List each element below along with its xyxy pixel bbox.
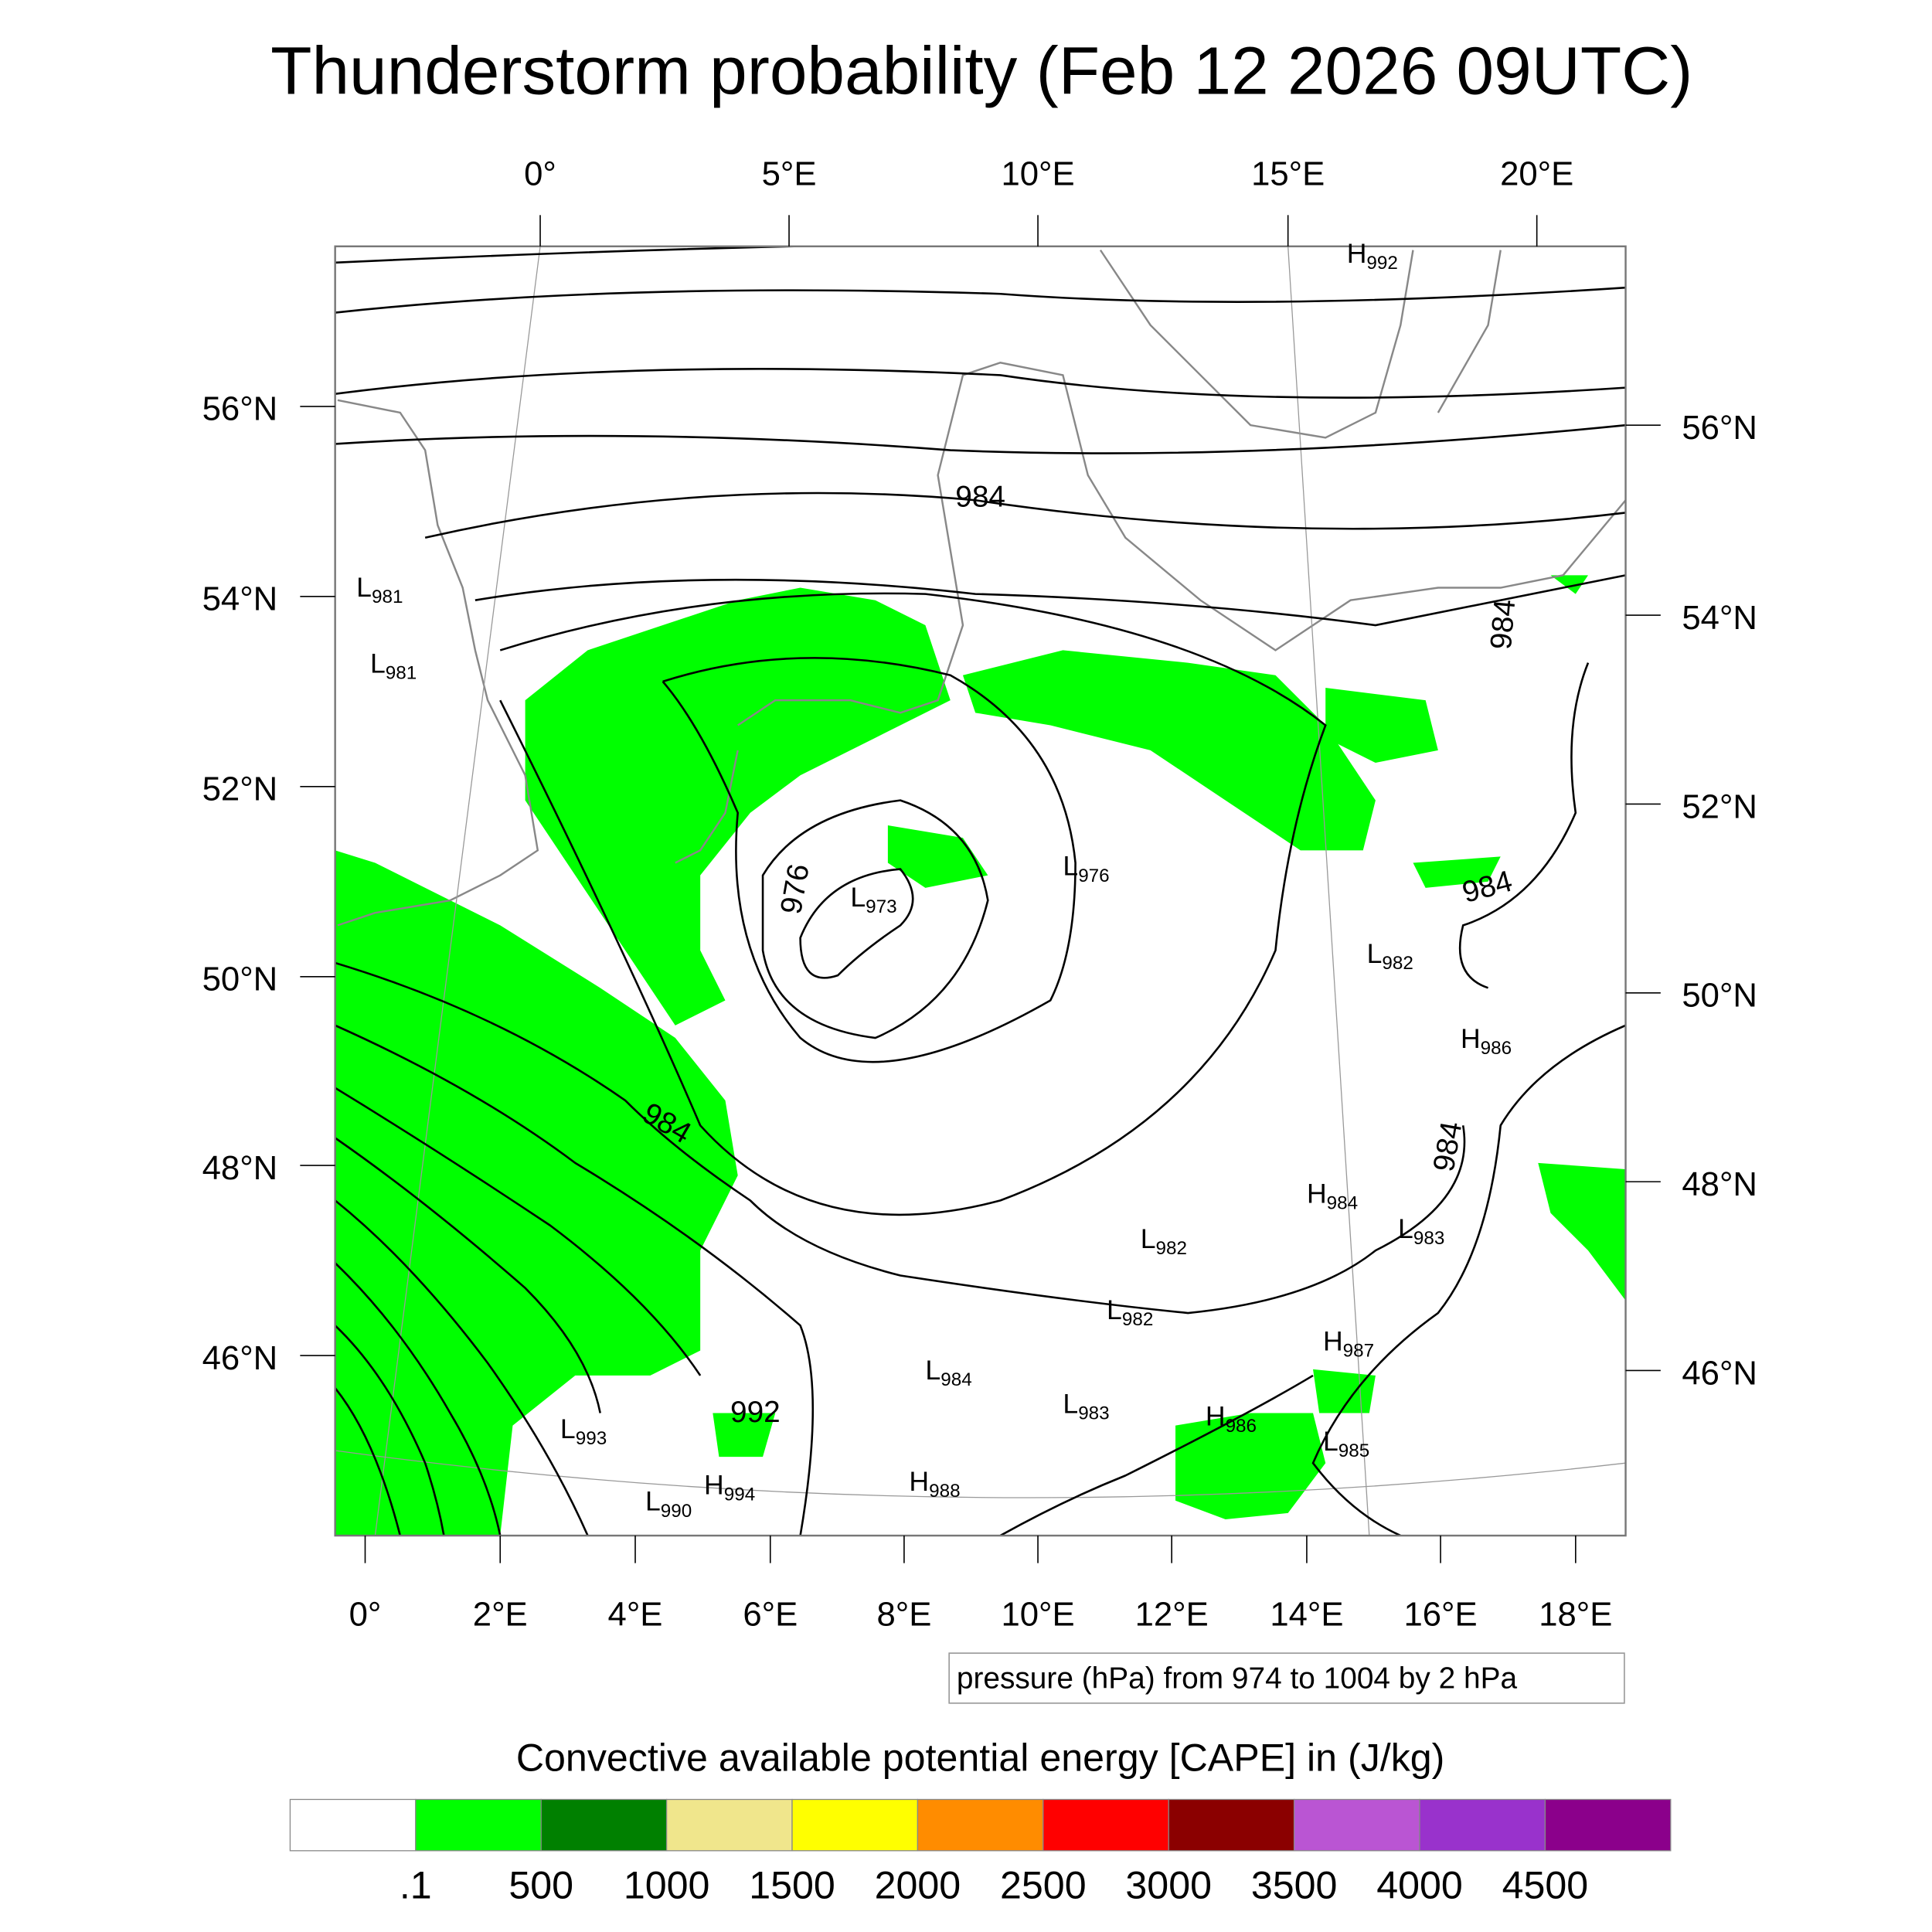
figure-title: Thunderstorm probability (Feb 12 2026 09… [270, 32, 1692, 108]
lon-label: 0° [349, 1596, 382, 1634]
colorbar-swatch [917, 1798, 1044, 1852]
bottom-longitude-labels: 0° 2°E 4°E 6°E 8°E 10°E 12°E 14°E 16°E 1… [349, 1596, 1613, 1634]
colorbar-swatch [791, 1798, 919, 1852]
lat-label: 48°N [202, 1149, 278, 1187]
colorbar-swatch [665, 1798, 793, 1852]
lat-label: 46°N [1682, 1354, 1757, 1392]
lat-label: 50°N [1682, 977, 1757, 1015]
contour-label: 984 [1427, 1119, 1469, 1174]
colorbar-label: 1000 [624, 1863, 710, 1906]
pressure-center: L984 [925, 1355, 971, 1390]
colorbar-label: 3500 [1251, 1863, 1338, 1906]
axis-labels [539, 215, 1538, 247]
lon-label: 16°E [1403, 1596, 1477, 1634]
lat-label: 54°N [1682, 599, 1757, 637]
lon-label: 0° [524, 155, 556, 192]
left-latitude-labels: 56°N 54°N 52°N 50°N 48°N 46°N [202, 390, 278, 1377]
lon-label: 10°E [1001, 155, 1074, 192]
pressure-center: L981 [370, 648, 417, 684]
pressure-center: H992 [1347, 238, 1398, 274]
pressure-center: H987 [1323, 1326, 1374, 1362]
colorbar: Convective available potential energy [C… [289, 1736, 1672, 1906]
pressure-center: L985 [1323, 1426, 1369, 1461]
pressure-center: L981 [356, 572, 403, 607]
tick-marks [300, 406, 1661, 1563]
colorbar-title: Convective available potential energy [C… [516, 1736, 1445, 1779]
colorbar-swatch [1293, 1798, 1420, 1852]
pressure-center: L983 [1398, 1213, 1444, 1249]
graticule [335, 246, 1626, 1536]
lon-label: 10°E [1001, 1596, 1074, 1634]
contour-label: 992 [730, 1396, 781, 1429]
lon-label: 4°E [608, 1596, 663, 1634]
lon-label: 6°E [743, 1596, 798, 1634]
lon-label: 8°E [876, 1596, 931, 1634]
contour-label: 984 [1485, 598, 1522, 651]
top-longitude-labels: 0° 5°E 10°E 15°E 20°E [524, 155, 1573, 192]
lon-label: 5°E [762, 155, 817, 192]
pressure-center: H986 [1461, 1023, 1512, 1059]
lon-label: 14°E [1270, 1596, 1343, 1634]
pressure-center: H994 [704, 1470, 755, 1505]
pressure-center: L976 [1063, 851, 1109, 886]
pressure-center: L982 [1367, 938, 1413, 974]
map-frame [334, 245, 1627, 1537]
colorbar-label: 1500 [749, 1863, 835, 1906]
colorbar-swatch [1168, 1798, 1295, 1852]
colorbar-swatch [1544, 1798, 1672, 1852]
colorbar-swatch [415, 1798, 542, 1852]
contour-legend: pressure (hPa) from 974 to 1004 by 2 hPa [948, 1652, 1625, 1704]
colorbar-label: 4000 [1376, 1863, 1463, 1906]
pressure-center: H988 [909, 1466, 960, 1502]
lon-label: 20°E [1500, 155, 1573, 192]
lat-label: 46°N [202, 1339, 278, 1377]
contour-legend-text: pressure (hPa) from 974 to 1004 by 2 hPa [957, 1662, 1518, 1695]
colorbar-label: 2000 [875, 1863, 961, 1906]
map-panel: H992 L981 L981 L976 L973 L982 H986 H984 … [334, 238, 1627, 1537]
contour-label: 976 [774, 862, 816, 917]
right-latitude-labels: 56°N 54°N 52°N 50°N 48°N 46°N [1682, 409, 1757, 1392]
colorbar-swatch [540, 1798, 668, 1852]
pressure-center: L982 [1107, 1294, 1153, 1330]
colorbar-label: 3000 [1125, 1863, 1212, 1906]
lon-label: 15°E [1251, 155, 1325, 192]
colorbar-swatch [1419, 1798, 1546, 1852]
colorbar-label: .1 [400, 1863, 432, 1906]
lat-label: 48°N [1682, 1165, 1757, 1203]
colorbar-label: 4500 [1502, 1863, 1589, 1906]
lon-label: 12°E [1135, 1596, 1209, 1634]
pressure-center: L993 [560, 1413, 607, 1449]
pressure-center: L990 [645, 1486, 692, 1522]
colorbar-swatch [289, 1798, 417, 1852]
pressure-center: L982 [1141, 1223, 1187, 1259]
pressure-center: H984 [1307, 1179, 1358, 1214]
lat-label: 56°N [1682, 409, 1757, 447]
lat-label: 52°N [1682, 787, 1757, 825]
colorbar-label: 500 [509, 1863, 573, 1906]
lat-label: 56°N [202, 390, 278, 428]
lat-label: 50°N [202, 961, 278, 998]
pressure-center: L983 [1063, 1388, 1109, 1423]
pressure-center: L973 [850, 882, 896, 917]
lon-label: 2°E [473, 1596, 528, 1634]
coastlines [337, 249, 1626, 927]
cape-shading [335, 575, 1626, 1536]
pressure-centers: H992 L981 L981 L976 L973 L982 H986 H984 … [356, 238, 1512, 1522]
contour-label: 984 [955, 480, 1005, 513]
lat-label: 52°N [202, 770, 278, 808]
lon-label: 18°E [1539, 1596, 1612, 1634]
colorbar-swatch [1043, 1798, 1169, 1852]
lat-label: 54°N [202, 580, 278, 618]
pressure-center: H986 [1206, 1401, 1257, 1437]
isobars [335, 246, 1626, 1536]
colorbar-label: 2500 [1000, 1863, 1087, 1906]
